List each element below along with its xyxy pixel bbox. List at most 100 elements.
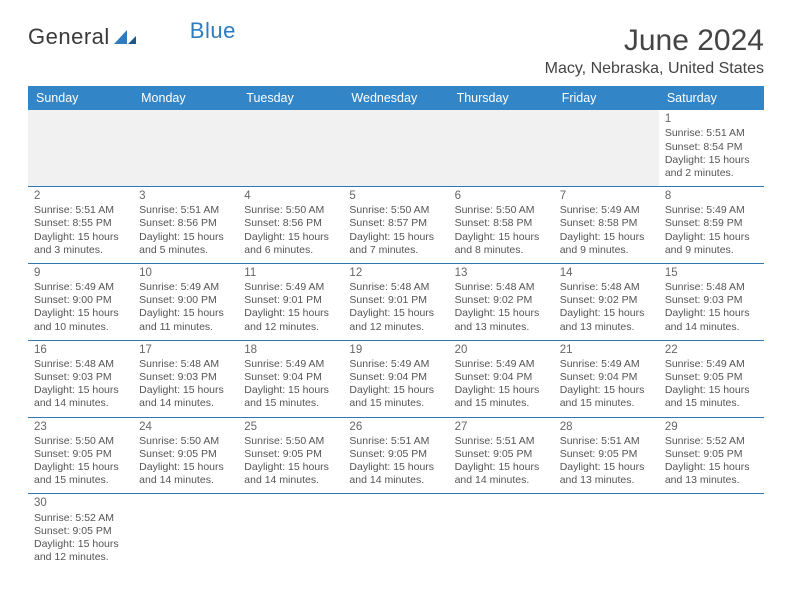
- sunrise-text: Sunrise: 5:49 AM: [665, 204, 758, 217]
- calendar-day-cell: 27Sunrise: 5:51 AMSunset: 9:05 PMDayligh…: [449, 417, 554, 494]
- sunrise-text: Sunrise: 5:49 AM: [244, 358, 337, 371]
- sunset-text: Sunset: 8:56 PM: [139, 217, 232, 230]
- daylight-text: Daylight: 15 hours and 6 minutes.: [244, 231, 337, 257]
- calendar-day-cell: 25Sunrise: 5:50 AMSunset: 9:05 PMDayligh…: [238, 417, 343, 494]
- calendar-day-cell: 6Sunrise: 5:50 AMSunset: 8:58 PMDaylight…: [449, 186, 554, 263]
- sunset-text: Sunset: 8:58 PM: [455, 217, 548, 230]
- calendar-day-cell: 3Sunrise: 5:51 AMSunset: 8:56 PMDaylight…: [133, 186, 238, 263]
- daylight-text: Daylight: 15 hours and 14 minutes.: [139, 384, 232, 410]
- daylight-text: Daylight: 15 hours and 3 minutes.: [34, 231, 127, 257]
- calendar-day-cell: 30Sunrise: 5:52 AMSunset: 9:05 PMDayligh…: [28, 494, 133, 570]
- calendar-day-cell: 22Sunrise: 5:49 AMSunset: 9:05 PMDayligh…: [659, 340, 764, 417]
- sunrise-text: Sunrise: 5:52 AM: [34, 512, 127, 525]
- logo-sail-icon: [112, 26, 138, 44]
- calendar-day-cell: 9Sunrise: 5:49 AMSunset: 9:00 PMDaylight…: [28, 263, 133, 340]
- weekday-header: Wednesday: [343, 86, 448, 110]
- calendar-week-row: 16Sunrise: 5:48 AMSunset: 9:03 PMDayligh…: [28, 340, 764, 417]
- daylight-text: Daylight: 15 hours and 2 minutes.: [665, 154, 758, 180]
- sunrise-text: Sunrise: 5:49 AM: [560, 204, 653, 217]
- daylight-text: Daylight: 15 hours and 12 minutes.: [244, 307, 337, 333]
- calendar-day-cell: 28Sunrise: 5:51 AMSunset: 9:05 PMDayligh…: [554, 417, 659, 494]
- day-number: 20: [455, 343, 548, 357]
- day-number: 10: [139, 266, 232, 280]
- day-number: 25: [244, 420, 337, 434]
- daylight-text: Daylight: 15 hours and 14 minutes.: [665, 307, 758, 333]
- sunrise-text: Sunrise: 5:51 AM: [560, 435, 653, 448]
- day-number: 1: [665, 112, 758, 126]
- day-number: 24: [139, 420, 232, 434]
- calendar-day-cell: 19Sunrise: 5:49 AMSunset: 9:04 PMDayligh…: [343, 340, 448, 417]
- sunrise-text: Sunrise: 5:51 AM: [349, 435, 442, 448]
- calendar-day-cell: 7Sunrise: 5:49 AMSunset: 8:58 PMDaylight…: [554, 186, 659, 263]
- sunset-text: Sunset: 9:05 PM: [139, 448, 232, 461]
- sunrise-text: Sunrise: 5:49 AM: [665, 358, 758, 371]
- calendar-day-cell: 20Sunrise: 5:49 AMSunset: 9:04 PMDayligh…: [449, 340, 554, 417]
- day-number: 11: [244, 266, 337, 280]
- daylight-text: Daylight: 15 hours and 9 minutes.: [560, 231, 653, 257]
- daylight-text: Daylight: 15 hours and 8 minutes.: [455, 231, 548, 257]
- day-number: 7: [560, 189, 653, 203]
- day-number: 29: [665, 420, 758, 434]
- sunrise-text: Sunrise: 5:50 AM: [139, 435, 232, 448]
- calendar-empty-cell: [238, 494, 343, 570]
- sunset-text: Sunset: 8:59 PM: [665, 217, 758, 230]
- calendar-day-cell: 14Sunrise: 5:48 AMSunset: 9:02 PMDayligh…: [554, 263, 659, 340]
- daylight-text: Daylight: 15 hours and 15 minutes.: [244, 384, 337, 410]
- logo: General Blue: [28, 24, 236, 50]
- sunrise-text: Sunrise: 5:50 AM: [34, 435, 127, 448]
- day-number: 9: [34, 266, 127, 280]
- day-number: 13: [455, 266, 548, 280]
- sunset-text: Sunset: 9:00 PM: [34, 294, 127, 307]
- calendar-day-cell: 26Sunrise: 5:51 AMSunset: 9:05 PMDayligh…: [343, 417, 448, 494]
- daylight-text: Daylight: 15 hours and 11 minutes.: [139, 307, 232, 333]
- weekday-header: Saturday: [659, 86, 764, 110]
- daylight-text: Daylight: 15 hours and 15 minutes.: [34, 461, 127, 487]
- sunset-text: Sunset: 9:04 PM: [244, 371, 337, 384]
- sunrise-text: Sunrise: 5:48 AM: [349, 281, 442, 294]
- sunrise-text: Sunrise: 5:48 AM: [560, 281, 653, 294]
- month-title: June 2024: [545, 24, 764, 58]
- daylight-text: Daylight: 15 hours and 14 minutes.: [244, 461, 337, 487]
- calendar-empty-cell: [28, 110, 133, 186]
- sunrise-text: Sunrise: 5:49 AM: [139, 281, 232, 294]
- daylight-text: Daylight: 15 hours and 14 minutes.: [139, 461, 232, 487]
- calendar-empty-cell: [449, 494, 554, 570]
- sunset-text: Sunset: 9:05 PM: [665, 371, 758, 384]
- calendar-day-cell: 10Sunrise: 5:49 AMSunset: 9:00 PMDayligh…: [133, 263, 238, 340]
- day-number: 12: [349, 266, 442, 280]
- calendar-empty-cell: [659, 494, 764, 570]
- logo-text-general: General: [28, 24, 110, 50]
- day-number: 5: [349, 189, 442, 203]
- sunset-text: Sunset: 9:05 PM: [244, 448, 337, 461]
- sunset-text: Sunset: 9:02 PM: [560, 294, 653, 307]
- weekday-header: Sunday: [28, 86, 133, 110]
- day-number: 15: [665, 266, 758, 280]
- day-number: 8: [665, 189, 758, 203]
- daylight-text: Daylight: 15 hours and 13 minutes.: [560, 461, 653, 487]
- calendar-day-cell: 16Sunrise: 5:48 AMSunset: 9:03 PMDayligh…: [28, 340, 133, 417]
- sunset-text: Sunset: 9:05 PM: [34, 525, 127, 538]
- daylight-text: Daylight: 15 hours and 10 minutes.: [34, 307, 127, 333]
- calendar-empty-cell: [343, 110, 448, 186]
- calendar-week-row: 23Sunrise: 5:50 AMSunset: 9:05 PMDayligh…: [28, 417, 764, 494]
- daylight-text: Daylight: 15 hours and 12 minutes.: [349, 307, 442, 333]
- daylight-text: Daylight: 15 hours and 14 minutes.: [455, 461, 548, 487]
- sunrise-text: Sunrise: 5:51 AM: [665, 127, 758, 140]
- header: General Blue June 2024 Macy, Nebraska, U…: [28, 24, 764, 78]
- sunrise-text: Sunrise: 5:50 AM: [244, 435, 337, 448]
- sunrise-text: Sunrise: 5:49 AM: [244, 281, 337, 294]
- sunset-text: Sunset: 9:04 PM: [560, 371, 653, 384]
- sunset-text: Sunset: 9:00 PM: [139, 294, 232, 307]
- sunset-text: Sunset: 9:02 PM: [455, 294, 548, 307]
- sunrise-text: Sunrise: 5:49 AM: [349, 358, 442, 371]
- day-number: 17: [139, 343, 232, 357]
- day-number: 2: [34, 189, 127, 203]
- daylight-text: Daylight: 15 hours and 15 minutes.: [349, 384, 442, 410]
- sunrise-text: Sunrise: 5:51 AM: [139, 204, 232, 217]
- daylight-text: Daylight: 15 hours and 14 minutes.: [34, 384, 127, 410]
- sunset-text: Sunset: 9:03 PM: [665, 294, 758, 307]
- sunrise-text: Sunrise: 5:49 AM: [560, 358, 653, 371]
- sunrise-text: Sunrise: 5:48 AM: [665, 281, 758, 294]
- sunset-text: Sunset: 9:03 PM: [139, 371, 232, 384]
- daylight-text: Daylight: 15 hours and 7 minutes.: [349, 231, 442, 257]
